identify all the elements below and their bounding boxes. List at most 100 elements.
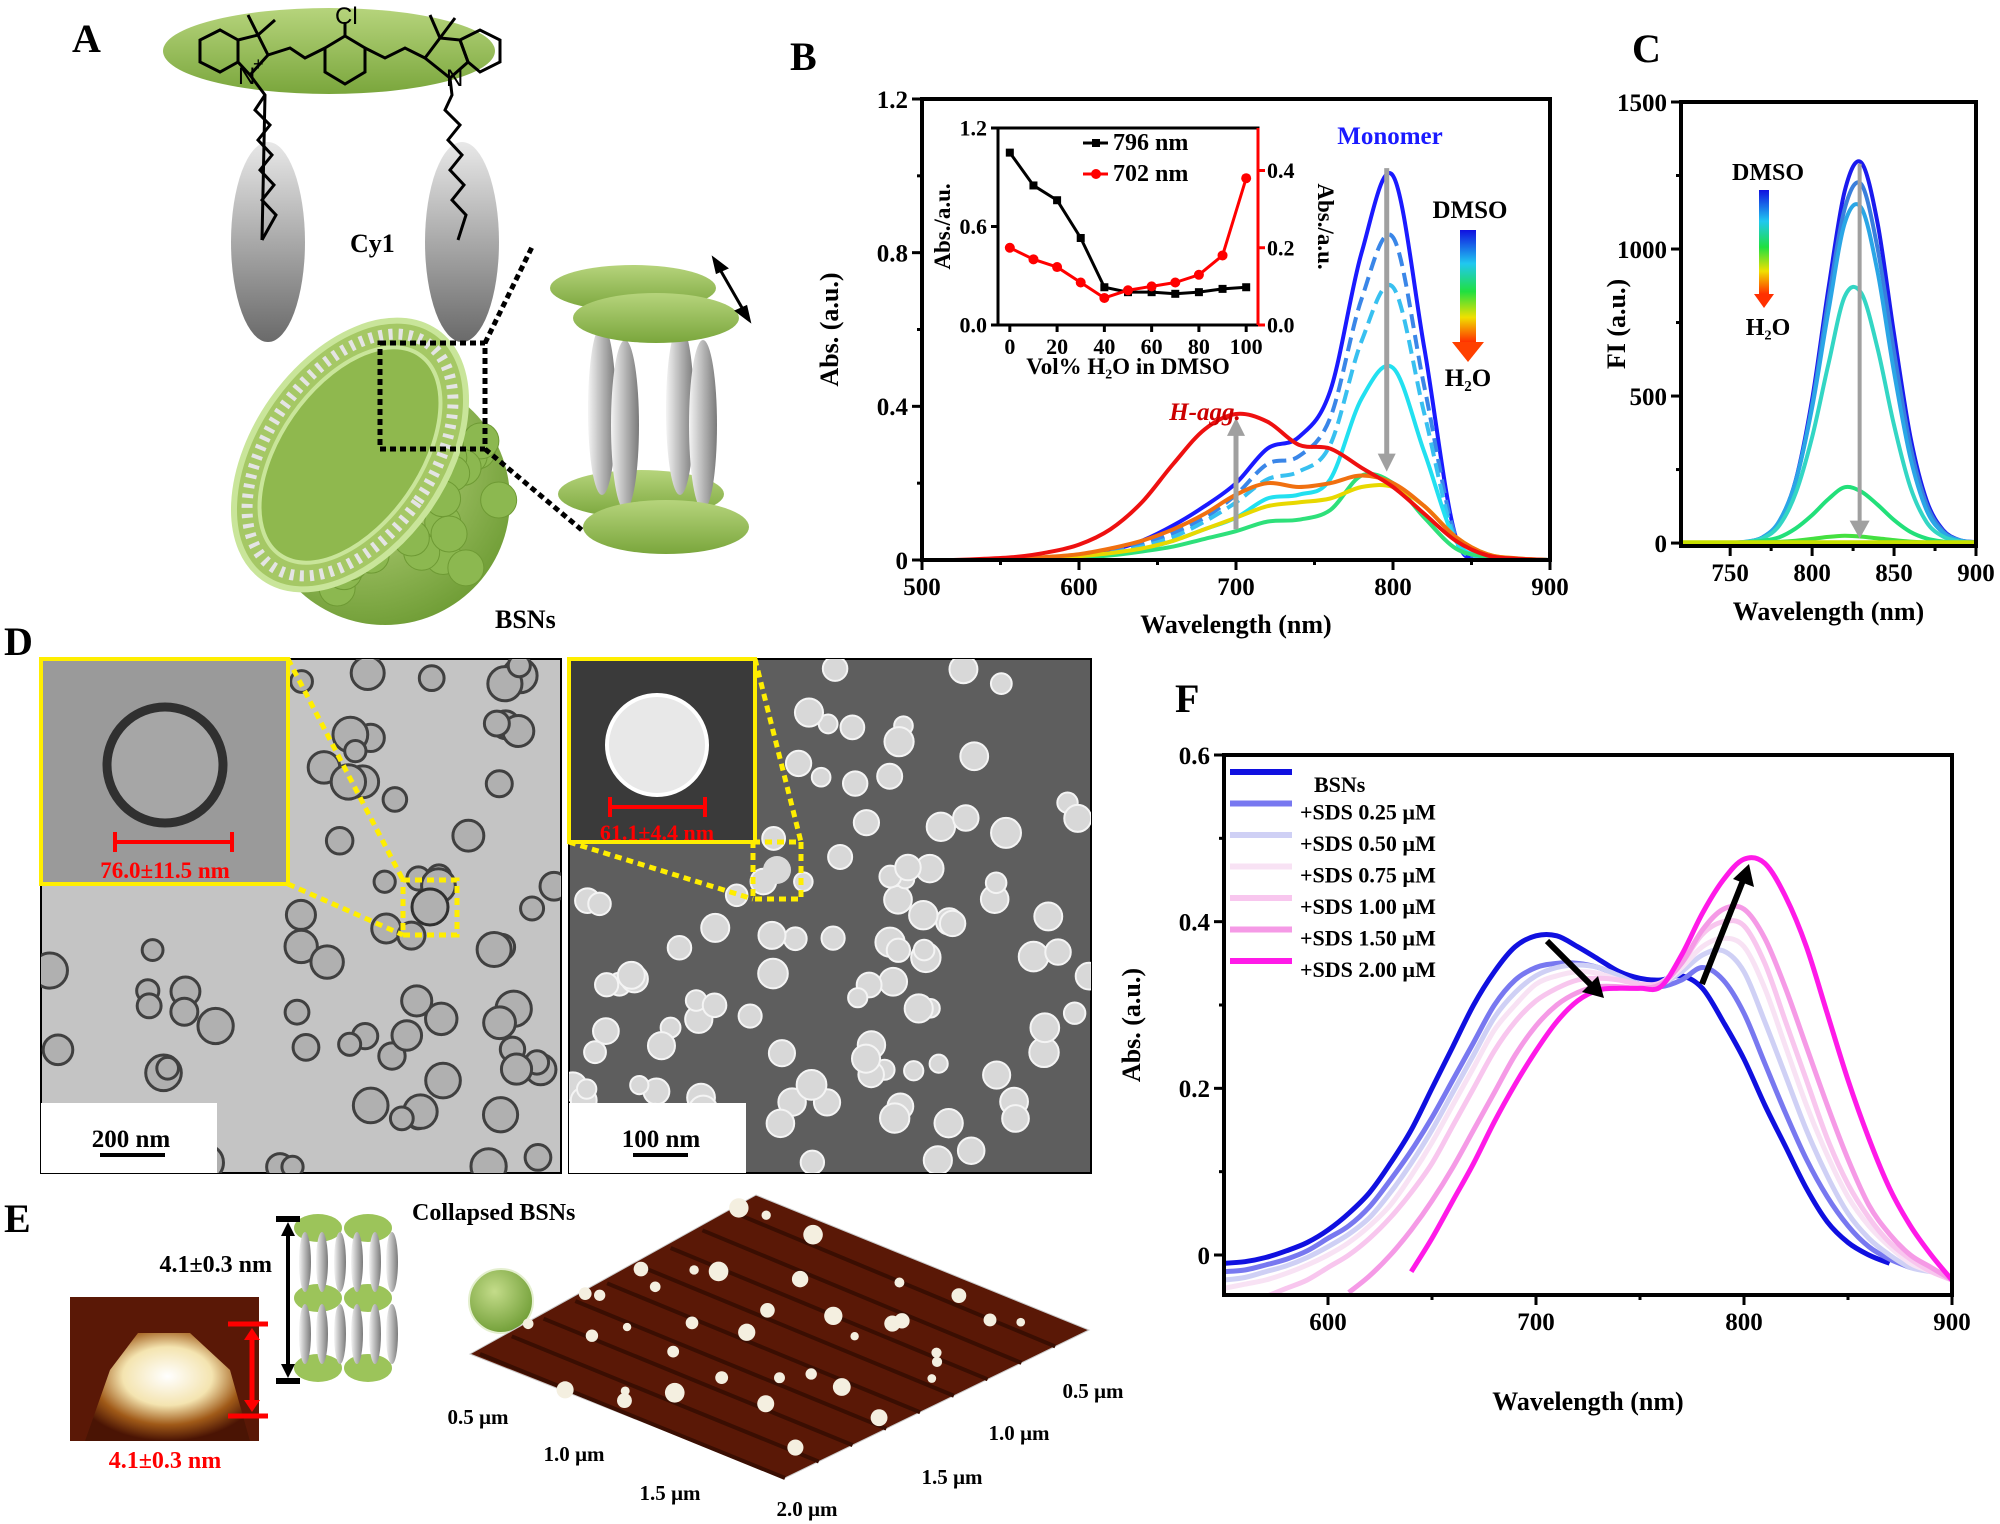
sem-nanoparticle: [1074, 961, 1091, 991]
alkyl-chain: [316, 1232, 328, 1292]
data-point: [1099, 292, 1110, 303]
sem-nanoparticle: [646, 1031, 676, 1061]
series-line-0: [1681, 159, 1976, 546]
afm-height-measure: [228, 1321, 268, 1419]
c-solvent-gradient-arrow-icon: [1754, 294, 1774, 308]
y2-tick-label: 0.0: [1267, 313, 1295, 338]
tem-vesicle: [372, 869, 397, 894]
y-axis-title: Abs. (a.u.): [1117, 968, 1146, 1082]
alkyl-chain: [386, 1304, 398, 1364]
sem-nanoparticle: [948, 659, 979, 685]
sem-nanoparticle: [990, 816, 1022, 849]
headgroup-disc: [294, 1354, 342, 1382]
atom-label-n-right: N: [446, 65, 463, 92]
tem-vesicle: [523, 1143, 553, 1172]
c-solvent-bottom-label: H₂O: [1746, 315, 1791, 341]
panel-label-e: E: [4, 1196, 31, 1241]
y-tick-label: 1.2: [960, 116, 988, 141]
x-tick-label: 600: [1060, 574, 1098, 601]
molecule-label-cy1: Cy1: [350, 229, 395, 258]
x-tick-label: 800: [1793, 560, 1831, 587]
sem-nanoparticle: [629, 1074, 650, 1096]
afm-scan-stripe: [701, 1228, 1023, 1365]
legend-marker: [1092, 139, 1100, 147]
alkyl-chain-shell-left: [231, 142, 305, 342]
headgroup-disc: [294, 1284, 342, 1312]
shift-arrow-monomer-icon: [1699, 864, 1754, 986]
trend-arrowhead-down-icon: [1377, 453, 1396, 472]
collapsed-bsn-sphere: [468, 1268, 534, 1334]
tem-vesicle: [451, 818, 486, 853]
afm-axis-left-1: 1.0 µm: [543, 1442, 605, 1466]
data-point: [1217, 250, 1228, 261]
tem-vesicle: [499, 1052, 534, 1086]
panel-a: A Cl N + N Cy1: [72, 3, 752, 634]
y-tick-label: 0.4: [877, 394, 909, 421]
tem-vesicle: [482, 709, 511, 738]
sem-nanoparticle: [1033, 901, 1064, 932]
atom-label-n-left: N: [238, 63, 255, 90]
sem-nanoparticle: [820, 925, 846, 951]
afm-scan-stripe: [479, 1352, 786, 1480]
sem-nanoparticle: [952, 804, 980, 832]
solvent-gradient-bar: [1460, 230, 1476, 342]
afm-scan-stripe: [606, 1281, 921, 1415]
y-tick-label: 0.0: [960, 313, 988, 338]
data-point: [1241, 173, 1252, 184]
tem-vesicle: [424, 1001, 459, 1037]
sem-nanoparticle: [908, 900, 939, 931]
sem-nanoparticle: [583, 1040, 607, 1065]
afm-particle: [774, 1372, 785, 1384]
afm-particle: [1016, 1317, 1026, 1327]
c-trend-arrowhead-icon: [1849, 520, 1870, 539]
data-point: [1029, 181, 1038, 190]
sem-nanoparticle: [850, 1043, 882, 1074]
lipid-bump: [430, 515, 468, 553]
tem-size-measure: [113, 832, 234, 852]
legend-label: 702 nm: [1113, 161, 1188, 187]
tem-inset: [39, 657, 290, 886]
tem-vesicle: [538, 870, 561, 902]
sem-nanoparticle: [883, 884, 913, 915]
afm-particle: [951, 1288, 967, 1304]
annotation-monomer: Monomer: [1337, 123, 1443, 150]
data-point: [1028, 254, 1039, 265]
sem-nanoparticle: [903, 993, 934, 1024]
tem-vesicle: [41, 951, 69, 990]
y-tick-label: 0: [1198, 1243, 1211, 1270]
sem-nanoparticle-highlighted: [763, 856, 791, 884]
afm-particle: [594, 1289, 606, 1301]
afm-particle: [556, 1381, 574, 1399]
sem-nanoparticle: [594, 972, 620, 998]
plot-frame: [1222, 753, 1954, 1297]
tem-vesicle: [370, 912, 403, 945]
y-tick-label: 0: [1655, 531, 1668, 558]
tem-vesicle: [140, 938, 165, 962]
y-axis-title: Abs./a.u.: [930, 183, 955, 269]
sem-nanoparticle: [793, 697, 825, 728]
afm-particle: [708, 1261, 729, 1282]
tem-vesicle: [349, 659, 386, 692]
series-line--sds-1-00-m: [1264, 918, 1952, 1295]
x-tick-label: 900: [1933, 1309, 1971, 1336]
afm-axis-right-0: 0.5 µm: [1062, 1379, 1124, 1403]
sem-nanoparticle: [956, 1136, 986, 1165]
headgroup-disc: [344, 1214, 392, 1242]
sem-nanoparticle: [933, 1108, 964, 1139]
alkyl-chain: [334, 1232, 346, 1292]
legend-label: +SDS 0.25 µM: [1300, 800, 1436, 825]
series-line-bsns: [1224, 931, 1891, 1266]
sem-nanoparticle: [737, 1003, 763, 1029]
x-axis-title: Wavelength (nm): [1492, 1387, 1683, 1416]
sem-nanoparticle: [1044, 938, 1072, 966]
assembly-label-bsns: BSNs: [495, 605, 556, 634]
headgroup-disc: [344, 1354, 392, 1382]
tem-vesicle: [351, 1086, 390, 1125]
x-tick-label: 900: [1531, 574, 1569, 601]
afm-axis-right-2: 1.5 µm: [921, 1465, 983, 1489]
afm-scan-stripe: [574, 1299, 888, 1431]
data-point: [1100, 283, 1109, 292]
panel-f: F 600 700 800 900 0 0.2 0.4 0.6 Wavelength (nm) A…: [1117, 676, 1971, 1416]
afm-particle: [824, 1306, 843, 1326]
